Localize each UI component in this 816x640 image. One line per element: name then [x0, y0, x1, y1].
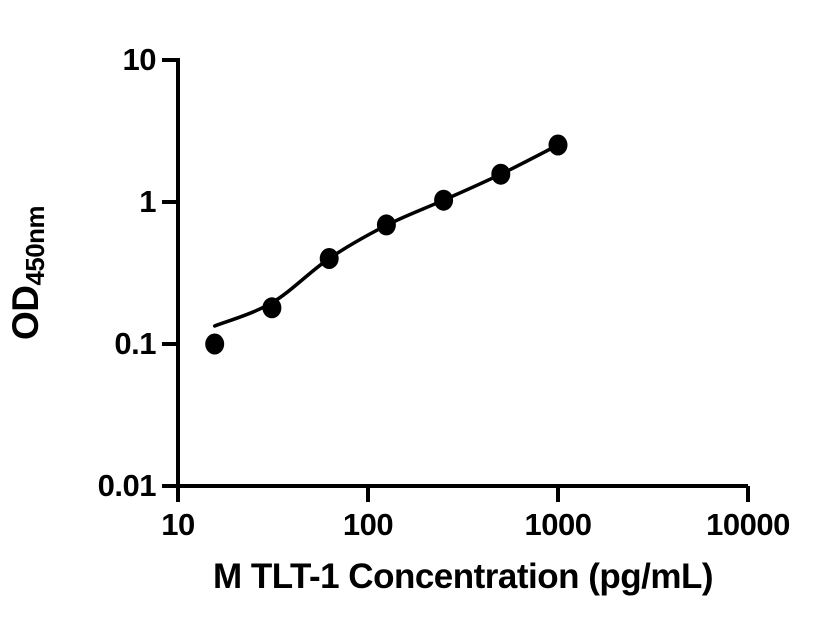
data-point [205, 333, 225, 355]
data-point [548, 134, 568, 156]
y-tick-label: 0.01 [97, 468, 157, 503]
data-point [319, 248, 339, 269]
y-tick-label: 0.1 [114, 326, 156, 361]
data-point [491, 163, 511, 185]
x-tick-label: 1000 [524, 507, 592, 542]
y-axis-title-main: OD [5, 285, 47, 341]
x-tick-label: 10000 [706, 507, 790, 542]
x-tick-label: 100 [342, 507, 394, 542]
data-point [262, 297, 282, 319]
y-axis [162, 58, 180, 502]
x-tick-label: 10 [161, 507, 195, 542]
x-axis-title: M TLT-1 Concentration (pg/mL) [212, 557, 714, 596]
y-axis-title: OD450nm [5, 206, 51, 340]
y-tick-label: 1 [139, 184, 156, 219]
data-point [434, 189, 454, 211]
data-point [376, 214, 396, 236]
y-axis-title-subscript: 450nm [21, 205, 50, 286]
y-tick-label: 10 [122, 42, 157, 77]
